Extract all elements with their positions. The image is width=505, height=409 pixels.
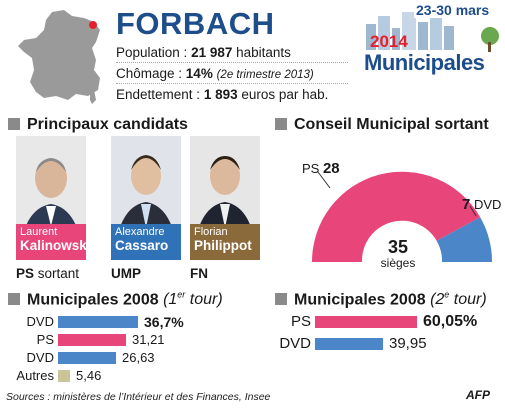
bar — [315, 338, 383, 350]
party-label-cassaro: UMP — [111, 266, 141, 281]
bar-label: PS — [290, 313, 311, 330]
ps-seats-arc — [311, 171, 481, 262]
square-bullet-icon — [8, 118, 20, 130]
dvd-seats-arc — [436, 217, 493, 262]
badge-dates: 23-30 mars — [414, 2, 492, 18]
bar-label: Autres — [16, 368, 54, 383]
badge-year: 2014 — [370, 32, 408, 51]
council-hemicycle — [311, 171, 493, 262]
council-dvd-label: 7 DVD — [462, 196, 502, 213]
candidate-name-philippot: Florian Philippot — [190, 224, 260, 260]
results-t2-chart: PS 60,05% DVD 39,95 — [275, 314, 500, 364]
bar — [58, 352, 116, 364]
bar-value: 26,63 — [122, 350, 155, 365]
bar — [58, 316, 138, 328]
population-fact: Population : 21 987 habitants — [116, 45, 291, 60]
municipales-badge: 23-30 mars 2014 Municipales — [362, 2, 500, 78]
results-t2-heading: Municipales 2008 (2e tour) — [275, 290, 487, 309]
france-map — [18, 10, 100, 104]
candidate-name-cassaro: Alexandre Cassaro — [111, 224, 181, 260]
chomage-fact: Chômage : 14% (2e trimestre 2013) — [116, 66, 314, 81]
sources-note: Sources : ministères de l’Intérieur et d… — [6, 391, 271, 403]
bar-value: 60,05% — [423, 313, 478, 330]
results-t1-heading: Municipales 2008 (1er tour) — [8, 290, 223, 309]
bar-value: 31,21 — [132, 332, 165, 347]
forbach-marker — [89, 21, 97, 29]
results-t1-chart: DVD 36,7% PS 31,21 DVD 26,63 Autres 5,46 — [10, 314, 260, 388]
endettement-fact: Endettement : 1 893 euros par hab. — [116, 87, 329, 102]
city-skyline-icon — [366, 12, 499, 52]
badge-word: Municipales — [364, 50, 485, 75]
council-heading: Conseil Municipal sortant — [275, 116, 489, 134]
square-bullet-icon — [8, 293, 20, 306]
party-label-kalinowski: PS sortant — [16, 266, 80, 281]
candidates-heading: Principaux candidats — [8, 116, 188, 134]
bar-value: 39,95 — [389, 335, 427, 352]
bar-value: 5,46 — [76, 368, 102, 383]
bar-value: 36,7% — [144, 314, 184, 330]
square-bullet-icon — [275, 293, 287, 306]
square-bullet-icon — [275, 118, 287, 130]
bar — [58, 370, 70, 382]
party-label-philippot: FN — [190, 266, 208, 281]
bar-label: PS — [36, 332, 54, 347]
council-total: 35 sièges — [380, 237, 416, 270]
council-ps-label: PS 28 — [302, 160, 340, 177]
bar-label: DVD — [26, 350, 54, 365]
city-title: FORBACH — [116, 6, 275, 41]
bar — [315, 316, 417, 328]
bar-label: DVD — [26, 314, 54, 329]
afp-logo: AFP — [466, 388, 490, 402]
bar-label: DVD — [279, 335, 311, 352]
candidate-name-kalinowski: Laurent Kalinowski — [16, 224, 91, 260]
bar — [58, 334, 126, 346]
